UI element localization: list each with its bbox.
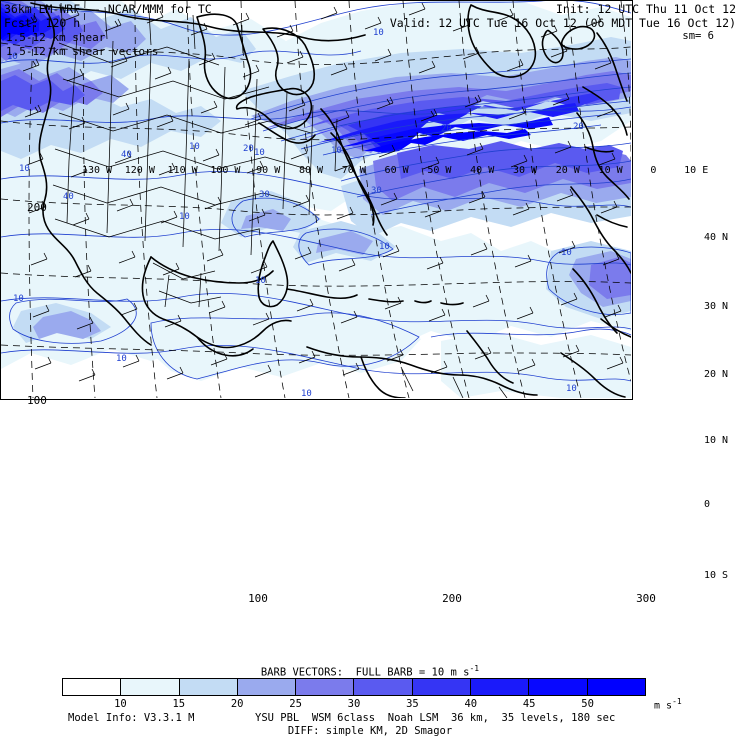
lon-tick-label: 130 W (81, 165, 113, 176)
lat-tick-label: 40 N (704, 232, 729, 243)
barb-note-text: BARB VECTORS: FULL BARB = 10 m s (260, 666, 470, 679)
color-scale-cell[interactable] (237, 679, 297, 695)
svg-text:10: 10 (255, 276, 266, 286)
x-grid-label: 100 (248, 592, 268, 605)
lon-tick-label: 120 W (124, 165, 155, 176)
smoothing-label: sm= 6 (682, 30, 714, 42)
color-scale-tick-label: 25 (289, 698, 302, 710)
svg-text:10: 10 (379, 242, 390, 252)
color-scale-units: m s-1 (654, 697, 682, 711)
lon-tick-label: 110 W (167, 165, 198, 176)
physics-info-label: YSU PBL WSM 6class Noah LSM 36 km, 35 le… (255, 712, 616, 724)
svg-text:30: 30 (259, 190, 270, 200)
color-scale-tick-label: 45 (522, 698, 536, 710)
lon-tick-label: 50 W (427, 165, 452, 176)
lon-tick-label: 60 W (384, 165, 409, 176)
lon-tick-label: 80 W (298, 165, 324, 176)
svg-text:10: 10 (301, 389, 312, 398)
lon-tick-label: 90 W (256, 165, 281, 176)
color-scale-tick-label: 20 (230, 698, 244, 710)
color-scale-cell[interactable] (412, 679, 472, 695)
svg-text:20: 20 (441, 124, 452, 134)
lon-tick-label: 70 W (341, 165, 366, 176)
color-scale-tick-label: 10 (114, 698, 127, 710)
svg-text:10: 10 (189, 142, 200, 152)
svg-text:10: 10 (13, 294, 24, 304)
color-scale-cell[interactable] (529, 679, 588, 695)
svg-text:20: 20 (573, 122, 584, 132)
svg-text:10: 10 (373, 28, 384, 38)
field-label-shear: 1.5-12 km shear (6, 31, 106, 44)
svg-text:30: 30 (371, 186, 382, 196)
color-scale-cell[interactable] (63, 679, 122, 695)
color-scale-bar[interactable] (62, 678, 646, 696)
color-scale-tick-label: 35 (406, 698, 419, 710)
x-grid-label: 200 (442, 592, 462, 605)
x-grid-label: 300 (636, 592, 656, 605)
init-time-label: Init: 12 UTC Thu 11 Oct 12 (555, 2, 736, 16)
svg-text:10: 10 (254, 148, 265, 158)
lat-tick-label: 30 N (704, 301, 729, 312)
color-scale-cell[interactable] (296, 679, 355, 695)
map-plot-area[interactable]: 10 10 10 10 10 10 10 10 10 10 10 10 10 1… (0, 0, 633, 400)
svg-text:10: 10 (19, 164, 30, 174)
barb-vector-note: BARB VECTORS: FULL BARB = 10 m s-1 (0, 664, 740, 679)
svg-text:10: 10 (331, 146, 342, 156)
color-scale-cell[interactable] (587, 679, 645, 695)
lon-tick-label: 100 W (210, 165, 241, 176)
color-scale-cell[interactable] (121, 679, 180, 695)
color-scale-tick-label: 15 (172, 698, 186, 710)
lon-tick-label: 20 W (555, 165, 580, 176)
lon-tick-label: 10 E (684, 165, 709, 176)
svg-text:20: 20 (243, 144, 254, 154)
svg-text:40: 40 (63, 192, 74, 202)
units-text: m s (654, 700, 673, 712)
y-grid-label: 200 (27, 201, 47, 214)
diffusion-info-label: DIFF: simple KM, 2D Smagor (287, 725, 453, 737)
lon-tick-label: 0 (650, 165, 657, 176)
svg-text:40: 40 (121, 150, 132, 160)
valid-time-label: Valid: 12 UTC Tue 16 Oct 12 (06 MDT Tue … (389, 16, 736, 30)
svg-text:10: 10 (561, 248, 572, 258)
lat-tick-label: 20 N (704, 369, 729, 380)
svg-text:10: 10 (566, 384, 577, 394)
model-info-label: Model Info: V3.3.1 M (68, 712, 195, 724)
model-title: 36km EM-WRF -- NCAR/MMM for TC (4, 2, 212, 16)
chart-header: 36km EM-WRF -- NCAR/MMM for TC Init: 12 … (0, 0, 740, 66)
lat-tick-label: 0 (704, 499, 711, 510)
color-scale-cell[interactable] (471, 679, 530, 695)
barb-note-exponent: -1 (469, 664, 480, 673)
color-scale-cell[interactable] (354, 679, 413, 695)
color-scale-cell[interactable] (179, 679, 238, 695)
lat-tick-label: 10 N (704, 435, 729, 446)
forecast-hour-label: Fcst: 120 h (4, 16, 81, 30)
lon-tick-label: 40 W (470, 165, 495, 176)
lat-tick-label: 10 S (704, 570, 729, 581)
field-label-shear-vectors: 1.5-12 km shear vectors (6, 45, 159, 58)
svg-text:10: 10 (116, 354, 127, 364)
y-grid-label: 100 (27, 394, 47, 407)
lon-tick-label: 30 W (512, 165, 538, 176)
units-exponent: -1 (672, 697, 682, 706)
color-scale-tick-label: 40 (464, 698, 478, 710)
svg-text:10: 10 (7, 52, 18, 62)
lon-tick-label: 10 W (598, 165, 623, 176)
svg-text:10: 10 (179, 212, 190, 222)
color-scale-tick-label: 30 (347, 698, 361, 710)
color-scale-tick-label: 50 (581, 698, 594, 710)
